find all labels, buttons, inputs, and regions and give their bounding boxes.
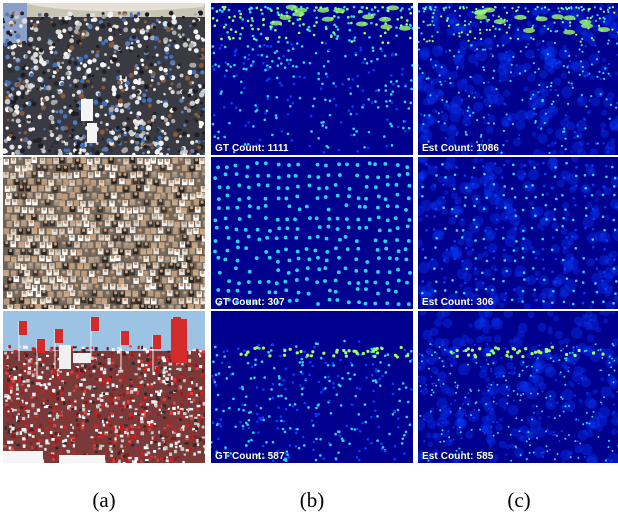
gt-density-map-row3: GT Count: 587 xyxy=(211,311,413,463)
est-count-label: Est Count: 1086 xyxy=(422,143,500,154)
est-count-label: Est Count: 585 xyxy=(422,451,494,462)
crowd-photo-row3 xyxy=(3,311,205,463)
density-map xyxy=(418,311,618,463)
density-map xyxy=(211,157,413,309)
crowd-image xyxy=(3,311,205,463)
density-map xyxy=(211,3,413,155)
gt-count-label: GT Count: 307 xyxy=(215,297,285,308)
est-count-label: Est Count: 306 xyxy=(422,297,494,308)
column-label-b: (b) xyxy=(299,488,325,512)
crowd-photo-row1 xyxy=(3,3,205,155)
gt-density-map-row2: GT Count: 307 xyxy=(211,157,413,309)
density-map xyxy=(211,311,413,463)
est-density-map-row3: Est Count: 585 xyxy=(418,311,618,463)
gt-density-map-row1: GT Count: 1111 xyxy=(211,3,413,155)
column-label-c: (c) xyxy=(507,488,531,512)
gt-count-label: GT Count: 1111 xyxy=(215,143,289,154)
density-map xyxy=(418,157,618,309)
crowd-photo-row2 xyxy=(3,157,205,309)
crowd-image xyxy=(3,3,205,155)
gt-count-label: GT Count: 587 xyxy=(215,451,285,462)
est-density-map-row2: Est Count: 306 xyxy=(418,157,618,309)
density-map xyxy=(418,3,618,155)
crowd-image xyxy=(3,157,205,309)
est-density-map-row1: Est Count: 1086 xyxy=(418,3,618,155)
column-label-a: (a) xyxy=(92,488,116,512)
